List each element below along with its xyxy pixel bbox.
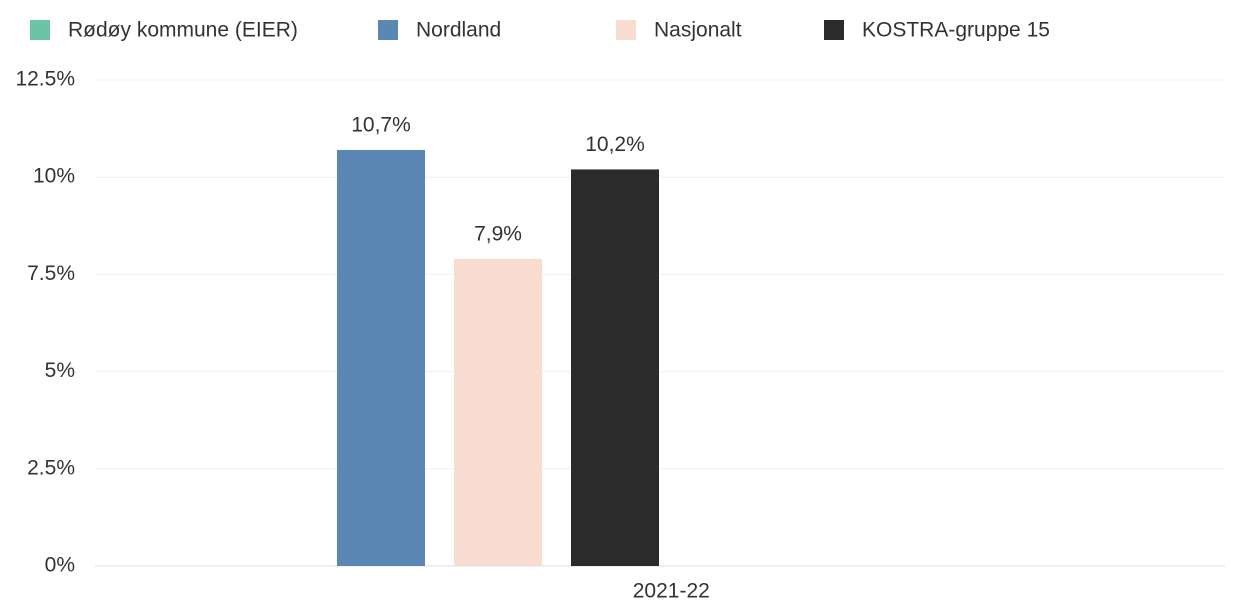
data-label: 10,7%: [351, 114, 411, 137]
y-tick-label: 5%: [45, 359, 75, 382]
y-tick-label: 0%: [45, 554, 75, 577]
bar: [454, 258, 542, 566]
legend-label: Rødøy kommune (EIER): [68, 19, 298, 42]
legend-swatch: [30, 20, 50, 40]
y-tick-label: 12.5%: [15, 68, 75, 91]
y-tick-label: 7.5%: [27, 262, 75, 285]
legend-swatch: [378, 20, 398, 40]
legend-swatch: [824, 20, 844, 40]
x-tick-label: 2021-22: [633, 580, 710, 603]
y-tick-label: 2.5%: [27, 456, 75, 479]
bar: [571, 169, 659, 566]
bar: [337, 149, 425, 566]
legend-swatch: [616, 20, 636, 40]
legend-label: Nordland: [416, 19, 501, 42]
data-label: 7,9%: [474, 222, 522, 245]
legend-label: KOSTRA-gruppe 15: [862, 19, 1050, 42]
data-label: 10,2%: [585, 133, 645, 156]
y-tick-label: 10%: [33, 165, 75, 188]
legend-label: Nasjonalt: [654, 19, 742, 42]
